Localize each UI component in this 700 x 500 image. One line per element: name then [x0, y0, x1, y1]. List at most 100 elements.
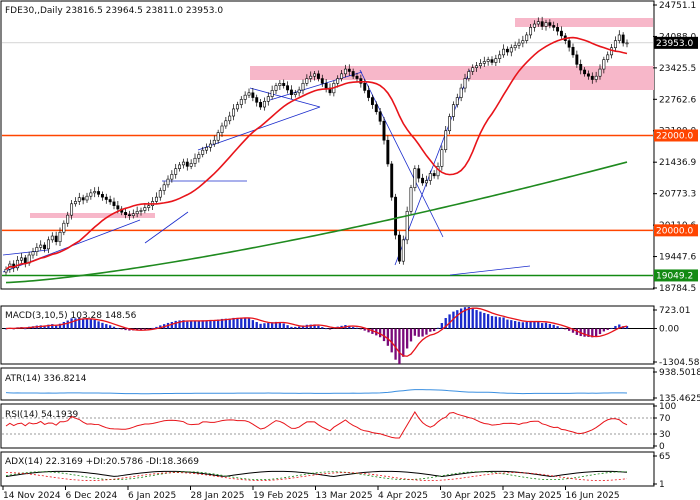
macd-bar: [97, 321, 100, 329]
candle: [324, 83, 328, 89]
candle: [19, 257, 23, 261]
candle: [62, 222, 66, 233]
candle: [428, 173, 432, 181]
macd-bar: [301, 325, 305, 329]
atr-series: [5, 389, 628, 395]
macd-bar: [205, 320, 208, 329]
candle: [70, 203, 74, 216]
macd-bar: [479, 311, 482, 329]
candle: [606, 54, 610, 60]
macd-bar: [525, 321, 528, 329]
candle: [490, 59, 494, 63]
candle: [178, 164, 182, 169]
candle: [548, 22, 552, 26]
level-tag-bg: [654, 129, 698, 142]
macd-bar: [324, 328, 328, 330]
macd-bar: [537, 321, 540, 329]
candle: [201, 149, 205, 155]
macd-series: [2, 307, 653, 364]
macd-bar: [456, 310, 459, 329]
time-tick-label: 13 Mar 2025: [316, 491, 373, 500]
macd-bar: [255, 322, 258, 329]
candle: [158, 190, 162, 198]
macd-bar: [263, 323, 266, 329]
minus-di-line: [5, 472, 628, 481]
macd-bar: [170, 321, 174, 329]
macd-bar: [606, 328, 609, 330]
candle: [66, 214, 70, 224]
price-tick-label: 20773.3: [659, 190, 696, 200]
macd-bar: [47, 324, 50, 329]
candle: [525, 34, 529, 41]
candle: [274, 85, 278, 91]
candle: [104, 196, 108, 200]
macd-bar: [591, 328, 594, 338]
macd-bar: [421, 328, 424, 337]
candle: [205, 147, 209, 151]
candle: [293, 92, 297, 95]
macd-bar: [81, 319, 85, 329]
adx-series: [5, 470, 628, 481]
candle: [100, 194, 104, 198]
candle: [316, 73, 320, 79]
candle: [305, 78, 309, 84]
macd-bar: [378, 328, 382, 338]
adx-tick-label: 65: [659, 452, 670, 462]
candle: [455, 97, 459, 105]
macd-bar: [394, 328, 397, 360]
price-tick-label: 24751.1: [659, 1, 696, 11]
macd-bar: [483, 312, 486, 329]
macd-bar: [120, 328, 123, 330]
macd-bar: [62, 321, 66, 329]
level-tag-bg: [654, 36, 698, 49]
candle: [313, 73, 317, 77]
candle: [471, 67, 475, 72]
candle: [571, 46, 575, 56]
level-tag-bg: [654, 224, 698, 237]
candle: [359, 78, 363, 84]
macd-bar: [363, 328, 366, 331]
macd-bar: [409, 328, 413, 342]
macd-bar: [313, 324, 316, 329]
resistance-zone: [250, 66, 654, 80]
macd-bar: [510, 320, 513, 329]
macd-bar: [189, 321, 193, 329]
macd-bar: [452, 311, 455, 329]
candle: [212, 139, 216, 145]
candle: [43, 244, 47, 250]
candle: [444, 130, 448, 151]
candle: [170, 174, 174, 180]
macd-tick-label: 0.00: [659, 325, 679, 335]
resistance-zone: [30, 213, 155, 218]
macd-bar: [216, 319, 220, 329]
candle: [50, 235, 54, 241]
candle: [255, 97, 259, 103]
macd-bar: [571, 328, 575, 333]
candle: [405, 211, 409, 241]
macd-bar: [432, 328, 436, 332]
macd-bar: [513, 321, 517, 329]
macd-bar: [463, 307, 467, 329]
macd-bar: [193, 320, 197, 329]
candle: [610, 47, 614, 56]
candle: [4, 268, 8, 273]
macd-tick-label: -1304.58: [659, 358, 700, 368]
candle: [421, 177, 425, 184]
plus-di-line: [5, 471, 628, 481]
macd-bar: [444, 318, 447, 329]
candle: [143, 207, 147, 211]
macd-bar: [552, 324, 555, 329]
candle: [451, 104, 455, 117]
macd-bar: [232, 317, 235, 329]
candle: [93, 191, 97, 194]
macd-bar: [382, 328, 386, 342]
macd-bar: [286, 325, 289, 329]
candle: [336, 78, 340, 84]
rsi-line: [5, 411, 628, 439]
macd-bar: [201, 320, 204, 329]
candle: [81, 197, 85, 201]
candle: [174, 168, 178, 175]
macd-bar: [220, 318, 224, 329]
candle: [521, 40, 525, 44]
candle: [397, 234, 401, 262]
